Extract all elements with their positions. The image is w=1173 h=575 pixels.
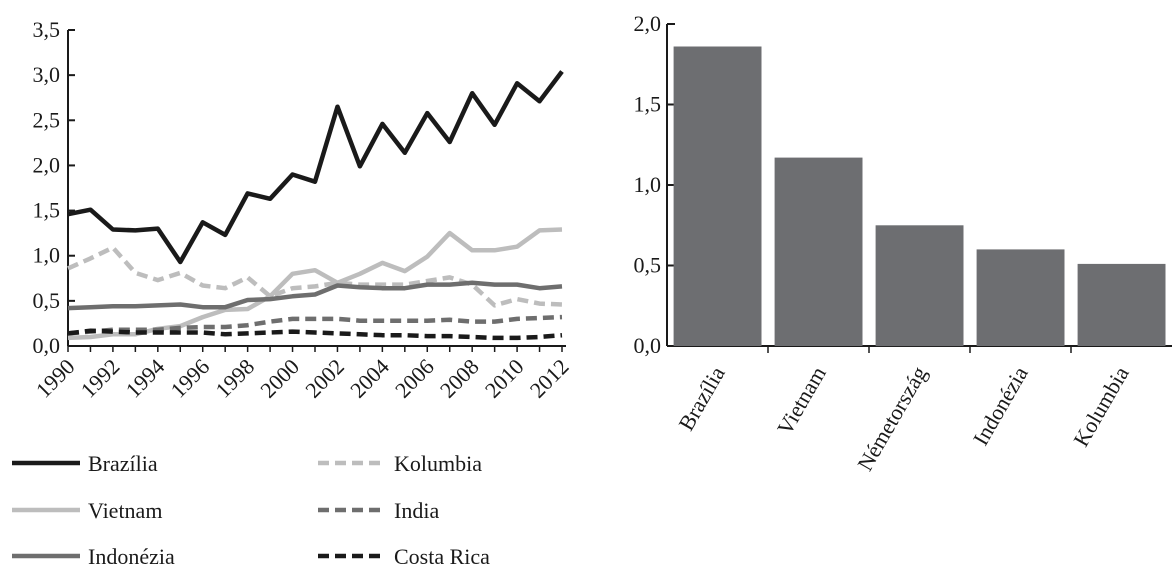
category-label: Kolumbia — [1068, 362, 1134, 451]
category-label: Németország — [852, 362, 932, 475]
x-tick-label: 2002 — [300, 354, 349, 403]
category-label: Indonézia — [968, 362, 1033, 450]
legend-label: India — [394, 498, 439, 523]
bar-chart: 0,0 0,5 1,0 1,5 2,0 Brazília Vietnam Németorszá… — [634, 11, 1172, 475]
x-tick-label: 2004 — [345, 354, 394, 403]
series-line-0 — [67, 70, 564, 265]
y-tick-label: 0,0 — [634, 333, 662, 358]
x-tick-label: 1994 — [121, 354, 170, 403]
bar — [1077, 263, 1166, 346]
legend-label: Vietnam — [88, 498, 162, 523]
series-line-4 — [67, 314, 563, 336]
y-tick-label: 2,0 — [634, 11, 662, 36]
y-tick-label: 2,0 — [33, 152, 61, 177]
y-tick-label: 3,5 — [33, 17, 61, 42]
x-tick-label: 1998 — [210, 354, 259, 403]
x-tick-label: 2012 — [525, 354, 574, 403]
series-line-3 — [67, 245, 563, 308]
y-tick-label: 1,5 — [634, 92, 662, 117]
line-chart: 0,0 0,5 1,0 1,5 2,0 2,5 3,0 3,5 1990199219941996… — [31, 17, 574, 403]
bar — [976, 249, 1065, 346]
x-tick-label: 2010 — [480, 354, 529, 403]
category-label: Vietnam — [772, 362, 831, 439]
legend: Brazília Vietnam Indonézia Kolumbia India Cos… — [12, 451, 490, 569]
y-tick-label: 1,0 — [33, 243, 61, 268]
legend-label: Kolumbia — [394, 451, 482, 476]
series-line-1 — [67, 227, 563, 341]
y-tick-label: 0,5 — [634, 253, 662, 278]
y-tick-label: 3,0 — [33, 62, 61, 87]
series-line-5 — [67, 328, 563, 341]
x-tick-label: 2008 — [435, 354, 484, 403]
legend-label: Costa Rica — [394, 544, 490, 569]
bar — [673, 46, 762, 346]
x-tick-label: 1992 — [76, 354, 125, 403]
legend-label: Brazília — [88, 451, 158, 476]
x-tick-label: 1990 — [31, 354, 80, 403]
y-tick-label: 1,5 — [33, 198, 61, 223]
series-line-2 — [67, 280, 563, 311]
x-tick-label: 1996 — [165, 354, 214, 403]
legend-label: Indonézia — [88, 544, 175, 569]
y-tick-label: 1,0 — [634, 172, 662, 197]
x-tick-label: 2000 — [255, 354, 304, 403]
bar — [774, 157, 863, 346]
y-tick-label: 0,5 — [33, 288, 61, 313]
y-tick-label: 2,5 — [33, 107, 61, 132]
y-tick-label: 0,0 — [33, 333, 61, 358]
bar — [875, 225, 964, 347]
category-label: Brazília — [673, 362, 730, 435]
x-tick-label: 2006 — [390, 354, 439, 403]
